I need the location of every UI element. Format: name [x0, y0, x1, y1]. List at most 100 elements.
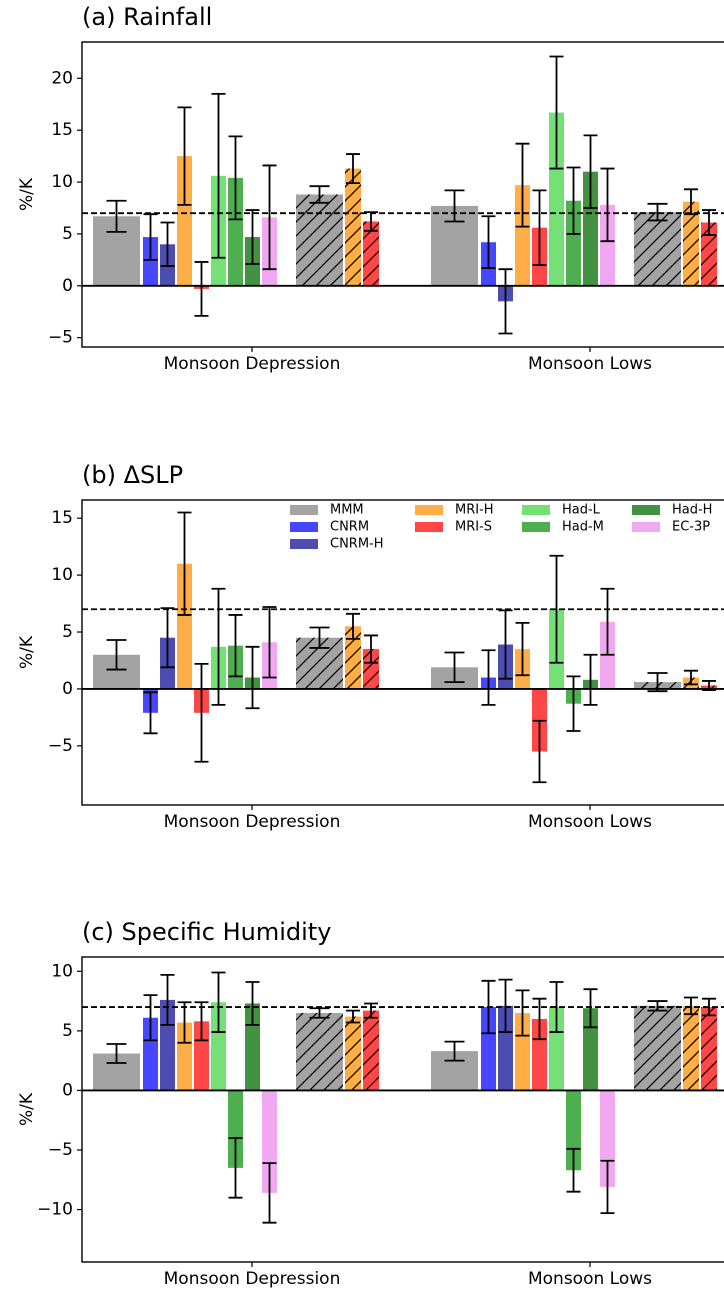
- error-bar: [346, 612, 360, 640]
- error-bar: [549, 554, 564, 664]
- y-tick-label: 10: [51, 961, 73, 981]
- y-tick-label: −5: [48, 1140, 73, 1160]
- y-tick-label: 20: [51, 68, 73, 88]
- bar: [583, 171, 598, 286]
- error-bar: [160, 607, 175, 669]
- error-bar: [481, 215, 496, 270]
- error-bar: [498, 978, 513, 1033]
- error-bar: [444, 651, 465, 683]
- y-axis-label: %/K: [17, 1092, 37, 1126]
- error-bar: [600, 587, 615, 656]
- y-tick-label: 15: [51, 120, 73, 140]
- legend-swatch: [522, 505, 550, 515]
- bar: [143, 237, 158, 286]
- error-bar: [364, 211, 378, 232]
- error-bar: [600, 1159, 615, 1215]
- error-bar: [481, 649, 496, 706]
- y-tick-label: 5: [62, 622, 73, 642]
- error-bar: [498, 268, 513, 335]
- bar: [600, 1090, 615, 1187]
- error-bar: [245, 645, 260, 710]
- error-bar: [228, 135, 243, 221]
- y-tick-label: −5: [48, 736, 73, 756]
- bar: [160, 999, 175, 1091]
- error-bar: [444, 189, 465, 223]
- error-bar: [160, 973, 175, 1026]
- legend-label: EC-3P: [672, 520, 710, 535]
- y-tick-label: 10: [51, 172, 73, 192]
- error-bar: [532, 189, 547, 266]
- legend-swatch: [290, 505, 318, 515]
- chart-title: (c) Specific Humidity: [82, 918, 331, 946]
- error-bar: [364, 1002, 378, 1019]
- error-bar: [143, 213, 158, 261]
- error-bar: [245, 981, 260, 1026]
- error-bar: [600, 167, 615, 243]
- y-axis-label: %/K: [17, 177, 37, 211]
- bar: [549, 112, 564, 286]
- bar-hatch: [701, 222, 717, 286]
- bar-hatch: [296, 1012, 343, 1091]
- legend-swatch: [290, 539, 318, 549]
- error-bar: [262, 606, 277, 679]
- error-bar: [262, 1162, 277, 1224]
- y-tick-label: −10: [37, 1200, 73, 1220]
- error-bar: [566, 166, 581, 235]
- error-bar: [346, 153, 360, 184]
- error-bar: [160, 221, 175, 267]
- legend-label: MRI-S: [455, 520, 492, 535]
- y-tick-label: 0: [62, 679, 73, 699]
- error-bar: [211, 971, 226, 1033]
- x-tick-label: Monsoon Depression: [164, 812, 341, 832]
- error-bar: [532, 719, 547, 784]
- error-bar: [346, 1009, 360, 1024]
- legend-label: Had-L: [562, 503, 601, 518]
- bar-hatch: [296, 194, 343, 286]
- bar-hatch: [363, 1010, 379, 1091]
- legend-label: Had-H: [672, 503, 712, 518]
- error-bar: [566, 1147, 581, 1193]
- legend-label: MRI-H: [455, 503, 494, 518]
- bar-hatch: [683, 201, 699, 286]
- error-bar: [194, 1001, 209, 1042]
- bar: [600, 204, 615, 286]
- error-bar: [309, 626, 330, 649]
- y-tick-label: 15: [51, 508, 73, 528]
- error-bar: [549, 981, 564, 1033]
- axes-frame: [81, 41, 724, 348]
- error-bar: [583, 653, 598, 706]
- error-bar: [106, 1043, 127, 1064]
- error-bar: [684, 669, 698, 686]
- legend-swatch: [415, 522, 443, 532]
- legend-swatch: [632, 505, 660, 515]
- bar: [228, 1090, 243, 1168]
- error-bar: [684, 996, 698, 1016]
- y-tick-label: 5: [62, 1021, 73, 1041]
- bar: [228, 177, 243, 286]
- error-bar: [228, 614, 243, 678]
- error-bar: [549, 55, 564, 170]
- bar: [177, 563, 192, 689]
- legend-swatch: [415, 505, 443, 515]
- x-tick-label: Monsoon Lows: [528, 354, 652, 374]
- bar-hatch: [701, 1007, 717, 1091]
- legend-label: Had-M: [562, 520, 604, 535]
- error-bar: [177, 1001, 192, 1044]
- error-bar: [245, 209, 260, 265]
- bar: [262, 1090, 277, 1193]
- error-bar: [228, 1137, 243, 1199]
- legend-label: CNRM: [330, 520, 369, 535]
- error-bar: [194, 261, 209, 317]
- chart-title: (b) ΔSLP: [82, 461, 183, 489]
- error-bar: [702, 209, 716, 236]
- y-tick-label: 0: [62, 276, 73, 296]
- bar: [481, 1007, 496, 1091]
- error-bar: [684, 188, 698, 216]
- error-bar: [309, 185, 330, 204]
- error-bar: [262, 164, 277, 271]
- y-tick-label: 0: [62, 1080, 73, 1100]
- bar-hatch: [345, 626, 361, 689]
- y-axis-label: %/K: [17, 635, 37, 669]
